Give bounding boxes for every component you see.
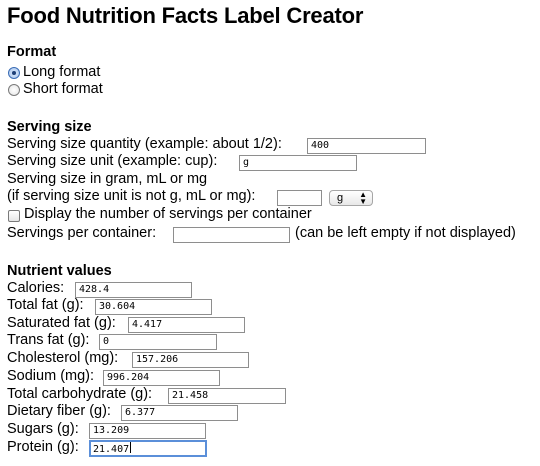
short-format-label[interactable]: Short format [23, 81, 103, 97]
serving-gram-label-line1: Serving size in gram, mL or mg [7, 171, 208, 187]
sodium-input[interactable]: 996.204 [103, 370, 220, 386]
serving-gram-input[interactable] [277, 190, 322, 206]
serving-gram-unit-select[interactable]: g ▲ ▼ [329, 190, 373, 206]
serving-gram-label-line2: (if serving size unit is not g, mL or mg… [7, 188, 256, 204]
protein-input-value: 21.407 [93, 444, 130, 455]
short-format-radio[interactable] [8, 84, 20, 96]
long-format-radio[interactable] [8, 67, 20, 79]
servings-per-container-note: (can be left empty if not displayed) [295, 225, 516, 241]
cholesterol-label: Cholesterol (mg): [7, 350, 119, 366]
total-carbohydrate-input[interactable]: 21.458 [168, 388, 286, 404]
calories-input[interactable]: 428.4 [75, 282, 192, 298]
serving-quantity-input[interactable]: 400 [307, 138, 426, 154]
select-arrows-icon: ▲ ▼ [359, 190, 367, 206]
dietary-fiber-input[interactable]: 6.377 [121, 405, 238, 421]
protein-label: Protein (g): [7, 439, 79, 455]
total-fat-label: Total fat (g): [7, 297, 84, 313]
text-cursor [130, 442, 132, 453]
nutrient-values-heading: Nutrient values [7, 263, 112, 279]
format-heading: Format [7, 44, 57, 60]
cholesterol-input[interactable]: 157.206 [132, 352, 249, 368]
display-servings-label[interactable]: Display the number of servings per conta… [24, 206, 312, 222]
serving-gram-unit-selected: g [337, 192, 344, 204]
long-format-label[interactable]: Long format [23, 64, 101, 80]
saturated-fat-input[interactable]: 4.417 [128, 317, 245, 333]
dietary-fiber-label: Dietary fiber (g): [7, 403, 111, 419]
total-carbohydrate-label: Total carbohydrate (g): [7, 386, 153, 402]
serving-size-heading: Serving size [7, 119, 92, 135]
trans-fat-label: Trans fat (g): [7, 332, 90, 348]
page-title: Food Nutrition Facts Label Creator [7, 3, 364, 28]
sugars-label: Sugars (g): [7, 421, 79, 437]
saturated-fat-label: Saturated fat (g): [7, 315, 116, 331]
servings-per-container-label: Servings per container: [7, 225, 157, 241]
protein-input[interactable]: 21.407 [89, 440, 207, 457]
sugars-input[interactable]: 13.209 [89, 423, 206, 439]
servings-per-container-input[interactable] [173, 227, 290, 243]
display-servings-checkbox[interactable] [8, 210, 20, 222]
trans-fat-input[interactable]: 0 [99, 334, 217, 350]
serving-unit-input[interactable]: g [239, 155, 357, 171]
sodium-label: Sodium (mg): [7, 368, 95, 384]
calories-label: Calories: [7, 280, 65, 296]
serving-unit-label: Serving size unit (example: cup): [7, 153, 218, 169]
serving-quantity-label: Serving size quantity (example: about 1/… [7, 136, 282, 152]
total-fat-input[interactable]: 30.604 [95, 299, 212, 315]
